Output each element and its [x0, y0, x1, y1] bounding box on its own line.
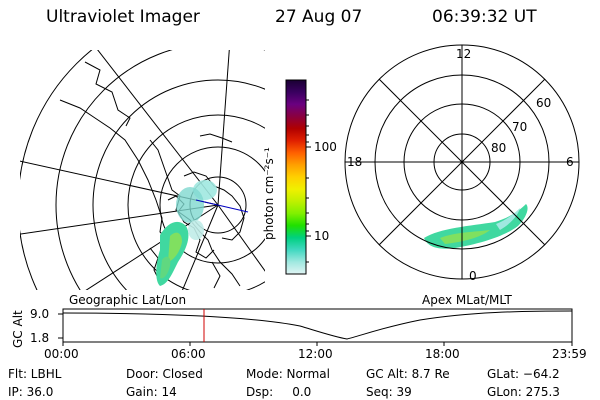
mlt-label-18: 18	[347, 155, 363, 169]
time-label: 06:39:32 UT	[432, 7, 537, 27]
colorbar-tick-100: 100	[314, 140, 337, 154]
glon-info: GLon: 275.3	[487, 385, 560, 399]
timeline-y-tick-1.8: 1.8	[30, 331, 50, 345]
ip-info: IP: 36.0	[8, 385, 54, 399]
mode-info: Mode: Normal	[246, 367, 330, 381]
geographic-map	[20, 50, 265, 290]
mlat-label-60: 60	[536, 96, 552, 110]
altitude-timeline	[58, 308, 573, 346]
timeline-x-tick-1800: 18:00	[425, 347, 460, 361]
mlt-label-0: 0	[469, 269, 477, 283]
timeline-x-ticks	[62, 342, 573, 346]
polar-plot	[344, 44, 580, 280]
polar-aurora	[424, 204, 528, 249]
gc-alt-info: GC Alt: 8.7 Re	[366, 367, 450, 381]
mlt-label-6: 6	[566, 155, 574, 169]
timeline-x-tick-0000: 00:00	[44, 347, 79, 361]
dsp-info: Dsp: 0.0	[246, 385, 312, 399]
filter-info: Flt: LBHL	[8, 367, 62, 381]
timeline-x-tick-0600: 06:00	[171, 347, 206, 361]
instrument-title: Ultraviolet Imager	[46, 7, 200, 27]
colorbar-unit-label: photon cm⁻²s⁻¹	[262, 147, 276, 240]
seq-info: Seq: 39	[366, 385, 412, 399]
glat-info: GLat: −64.2	[487, 367, 560, 381]
geographic-panel-label: Geographic Lat/Lon	[69, 293, 187, 307]
mlat-label-70: 70	[512, 120, 528, 134]
mlt-label-12: 12	[456, 47, 472, 61]
timeline-x-tick-2359: 23:59	[552, 347, 587, 361]
colorbar	[285, 79, 311, 275]
timeline-axis-label: GC Alt	[11, 310, 25, 348]
timeline-y-tick-9: 9.0	[30, 307, 50, 321]
door-info: Door: Closed	[126, 367, 203, 381]
colorbar-tick-10: 10	[314, 229, 330, 243]
altitude-curve	[62, 310, 573, 340]
date-label: 27 Aug 07	[275, 7, 363, 27]
timeline-x-tick-1200: 12:00	[298, 347, 333, 361]
mlat-label-80: 80	[491, 141, 507, 155]
colorbar-rect	[285, 79, 307, 275]
gain-info: Gain: 14	[126, 385, 177, 399]
apex-panel-label: Apex MLat/MLT	[422, 293, 512, 307]
aurora-emission	[156, 180, 217, 286]
